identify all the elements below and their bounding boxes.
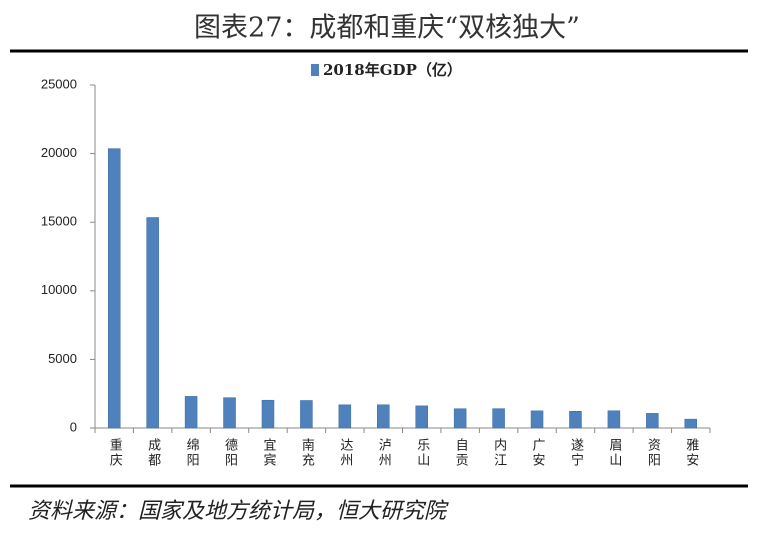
x-tick-label: 眉山	[606, 438, 622, 468]
x-tick-label: 雅安	[683, 438, 699, 468]
bar	[607, 410, 621, 429]
bar	[415, 405, 428, 429]
source: 资料来源：国家及地方统计局，恒大研究院	[28, 499, 449, 524]
bar	[146, 217, 159, 429]
x-tick-label: 绵阳	[184, 438, 200, 468]
x-tick-label: 广安	[530, 438, 546, 468]
x-tick-label: 宜宾	[260, 438, 276, 468]
y-tick-label: 5000	[48, 351, 77, 366]
bar	[184, 396, 198, 429]
x-tick-label: 德阳	[222, 438, 238, 468]
legend-label: 2018年GDP（亿）	[323, 61, 462, 79]
legend-swatch	[311, 64, 319, 76]
bar	[107, 148, 121, 429]
y-tick-label: 25000	[41, 76, 77, 91]
bar	[492, 408, 505, 429]
bar	[223, 397, 236, 429]
x-tick-label: 重庆	[107, 437, 123, 468]
bar	[338, 404, 352, 429]
y-tick-label: 20000	[41, 145, 77, 160]
bar	[646, 413, 659, 429]
x-tick-label: 成都	[145, 438, 161, 468]
x-tick-label: 乐山	[414, 438, 430, 468]
bar	[453, 408, 467, 429]
x-tick-label: 泸州	[376, 438, 392, 468]
x-tick-label: 自贡	[453, 438, 469, 468]
y-tick-label: 15000	[41, 214, 77, 229]
x-tick-label: 资阳	[645, 438, 661, 468]
x-tick-label: 遂宁	[568, 438, 584, 468]
x-tick-label: 南充	[299, 437, 315, 468]
bar	[530, 410, 544, 429]
bar	[684, 418, 698, 429]
y-tick-label: 0	[70, 419, 77, 434]
y-tick-label: 10000	[41, 282, 77, 297]
bar	[300, 400, 313, 429]
bar	[377, 404, 390, 429]
bar	[569, 410, 582, 429]
chart-title: 图表27：成都和重庆“双核独大”	[194, 13, 580, 44]
bar	[261, 399, 275, 429]
x-tick-label: 内江	[491, 437, 507, 468]
x-tick-label: 达州	[337, 438, 353, 468]
